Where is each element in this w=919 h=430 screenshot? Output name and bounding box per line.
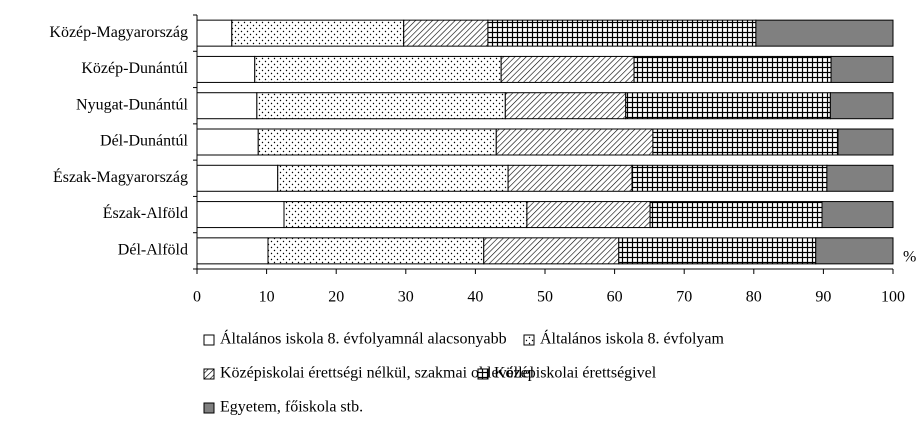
x-tick-label: 100 xyxy=(881,289,905,306)
bar xyxy=(649,201,823,229)
bar xyxy=(830,55,894,83)
bar xyxy=(256,92,506,120)
bar xyxy=(403,19,489,47)
bar xyxy=(815,237,894,265)
bar xyxy=(495,128,654,156)
y-tick-label: Észak-Alföld xyxy=(103,203,188,222)
bar xyxy=(837,128,894,156)
legend-label: Középiskolai érettségivel xyxy=(494,365,657,382)
bar xyxy=(487,19,757,47)
bar xyxy=(196,92,258,120)
y-tick-label: Dél-Dunántúl xyxy=(100,133,189,150)
bar xyxy=(526,201,651,229)
bar xyxy=(231,19,405,47)
x-tick-label: 40 xyxy=(467,289,483,306)
legend-label: Középiskolai érettségi nélkül, szakmai o… xyxy=(220,365,535,382)
bar xyxy=(196,55,256,83)
bar xyxy=(254,55,502,83)
x-tick-label: 30 xyxy=(398,289,414,306)
bar xyxy=(483,237,620,265)
legend-label: Egyetem, főiskola stb. xyxy=(220,399,363,416)
bar xyxy=(507,164,633,192)
bar xyxy=(821,201,894,229)
bar xyxy=(652,128,839,156)
x-tick-label: 90 xyxy=(815,289,831,306)
legend-label: Általános iskola 8. évfolyam xyxy=(540,329,725,348)
bar xyxy=(196,19,233,47)
y-tick-label: Nyugat-Dunántúl xyxy=(76,96,189,113)
x-tick-label: 10 xyxy=(259,289,275,306)
y-tick-label: Dél-Alföld xyxy=(118,242,188,259)
legend-swatch xyxy=(203,368,215,380)
bar xyxy=(196,164,279,192)
y-tick-label: Észak-Magyarország xyxy=(53,167,188,186)
y-tick-label: Közép-Dunántúl xyxy=(81,60,188,77)
legend-swatch xyxy=(523,334,535,346)
bar xyxy=(625,92,831,120)
x-axis-label: % xyxy=(903,249,916,266)
x-tick-label: 60 xyxy=(607,289,623,306)
bar xyxy=(196,237,269,265)
bar xyxy=(277,164,509,192)
bar xyxy=(500,55,635,83)
bar xyxy=(826,164,894,192)
bar xyxy=(267,237,485,265)
bar xyxy=(283,201,528,229)
bar xyxy=(504,92,627,120)
bar xyxy=(631,164,828,192)
legend-label: Általános iskola 8. évfolyamnál alacsony… xyxy=(220,329,507,348)
x-tick-label: 70 xyxy=(676,289,692,306)
y-tick-label: Közép-Magyarország xyxy=(49,24,188,41)
x-tick-label: 80 xyxy=(746,289,762,306)
x-tick-label: 50 xyxy=(537,289,553,306)
bar xyxy=(196,128,259,156)
bar xyxy=(618,237,817,265)
legend-swatch xyxy=(203,334,215,346)
bar xyxy=(829,92,894,120)
bar xyxy=(196,201,285,229)
bar xyxy=(633,55,832,83)
x-tick-label: 20 xyxy=(328,289,344,306)
bar xyxy=(755,19,894,47)
x-tick-label: 0 xyxy=(193,289,201,306)
bar xyxy=(257,128,497,156)
legend-swatch xyxy=(203,402,215,414)
legend-swatch xyxy=(477,368,489,380)
